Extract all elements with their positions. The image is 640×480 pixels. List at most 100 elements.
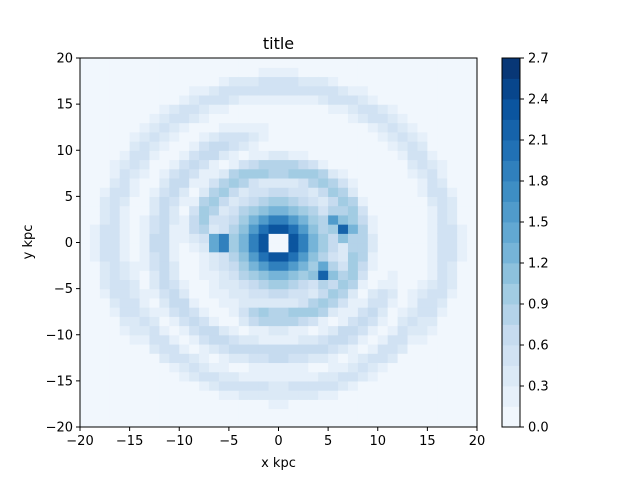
heatmap-cell [139, 233, 151, 244]
heatmap-cell [417, 131, 428, 142]
heatmap-cell [447, 113, 458, 124]
heatmap-cell [238, 343, 250, 354]
heatmap-cell [238, 122, 250, 133]
heatmap-cell [278, 390, 290, 400]
heatmap-cell [308, 177, 319, 188]
heatmap-cell [238, 76, 250, 87]
heatmap-cell [139, 224, 151, 234]
heatmap-cell [189, 316, 200, 327]
heatmap-cell [218, 159, 230, 170]
heatmap-cell [218, 362, 230, 373]
heatmap-cell [189, 159, 200, 170]
heatmap-cell [99, 196, 111, 207]
heatmap-cell [119, 205, 131, 216]
heatmap-cell [318, 399, 329, 410]
heatmap-cell [179, 187, 190, 197]
heatmap-cell [457, 214, 468, 225]
heatmap-cell [109, 251, 121, 262]
heatmap-cell [228, 150, 240, 161]
heatmap-cell [328, 150, 339, 161]
heatmap-cell [189, 362, 200, 373]
heatmap-cell [248, 141, 260, 151]
heatmap-cell [298, 297, 309, 308]
heatmap-cell [328, 159, 339, 170]
heatmap-cell [387, 297, 399, 308]
heatmap-cell [218, 417, 230, 427]
heatmap-cell [129, 288, 141, 299]
heatmap-cell [258, 177, 270, 188]
heatmap-cell [89, 214, 101, 225]
heatmap-cell [437, 131, 448, 142]
heatmap-cell [248, 417, 260, 427]
heatmap-cell [328, 214, 339, 225]
heatmap-cell [338, 187, 349, 197]
heatmap-cell [109, 297, 121, 308]
heatmap-cell [238, 390, 250, 400]
heatmap-cell [268, 353, 280, 364]
heatmap-cell [308, 362, 319, 373]
heatmap-cell [387, 408, 399, 419]
heatmap-cell [149, 251, 160, 262]
x-tick-label: −5 [219, 434, 238, 449]
heatmap-cell [209, 187, 220, 197]
heatmap-cell [457, 177, 468, 188]
heatmap-cell [189, 270, 200, 280]
heatmap-cell [268, 417, 280, 427]
heatmap-cell [407, 297, 419, 308]
heatmap-cell [407, 94, 419, 105]
heatmap-cell [288, 150, 299, 161]
colorbar-band [502, 78, 520, 100]
heatmap-cell [417, 159, 428, 170]
heatmap-cell [209, 334, 220, 345]
heatmap-cell [109, 390, 121, 400]
heatmap-cell [407, 168, 419, 179]
heatmap-cell [119, 316, 131, 327]
heatmap-cell [367, 279, 379, 290]
heatmap-cell [268, 122, 280, 133]
heatmap-cell [407, 76, 419, 87]
heatmap-cell [417, 76, 428, 87]
heatmap-cell [278, 260, 290, 271]
heatmap-cell [377, 104, 389, 114]
heatmap-cell [328, 408, 339, 419]
heatmap-cell [437, 325, 448, 336]
heatmap-cell [228, 288, 240, 299]
heatmap-cell [457, 104, 468, 114]
heatmap-cell [109, 58, 121, 68]
heatmap-cell [189, 390, 200, 400]
heatmap-cell [387, 260, 399, 271]
heatmap-cell [278, 113, 290, 124]
heatmap-cell [457, 399, 468, 410]
heatmap-cell [209, 316, 220, 327]
heatmap-cell [139, 214, 151, 225]
heatmap-cell [328, 131, 339, 142]
heatmap-cell [129, 251, 141, 262]
heatmap-cell [268, 224, 280, 234]
heatmap-cell [159, 67, 170, 78]
heatmap-cell [407, 380, 419, 391]
heatmap-cell [278, 279, 290, 290]
heatmap-cells [80, 58, 477, 427]
heatmap-cell [437, 205, 448, 216]
heatmap-cell [308, 371, 319, 382]
heatmap-cell [119, 196, 131, 207]
heatmap-cell [338, 159, 349, 170]
heatmap-cell [338, 288, 349, 299]
heatmap-cell [417, 196, 428, 207]
heatmap-cell [437, 316, 448, 327]
heatmap-cell [169, 334, 180, 345]
heatmap-cell [367, 159, 379, 170]
heatmap-cell [218, 270, 230, 280]
heatmap-cell [179, 316, 190, 327]
heatmap-cell [377, 76, 389, 87]
heatmap-cell [80, 297, 91, 308]
heatmap-cell [397, 270, 409, 280]
heatmap-cell [347, 343, 359, 354]
heatmap-cell [447, 196, 458, 207]
heatmap-cell [417, 270, 428, 280]
heatmap-cell [199, 224, 210, 234]
heatmap-cell [427, 297, 438, 308]
heatmap-cell [427, 76, 438, 87]
heatmap-cell [407, 196, 419, 207]
heatmap-cell [308, 408, 319, 419]
